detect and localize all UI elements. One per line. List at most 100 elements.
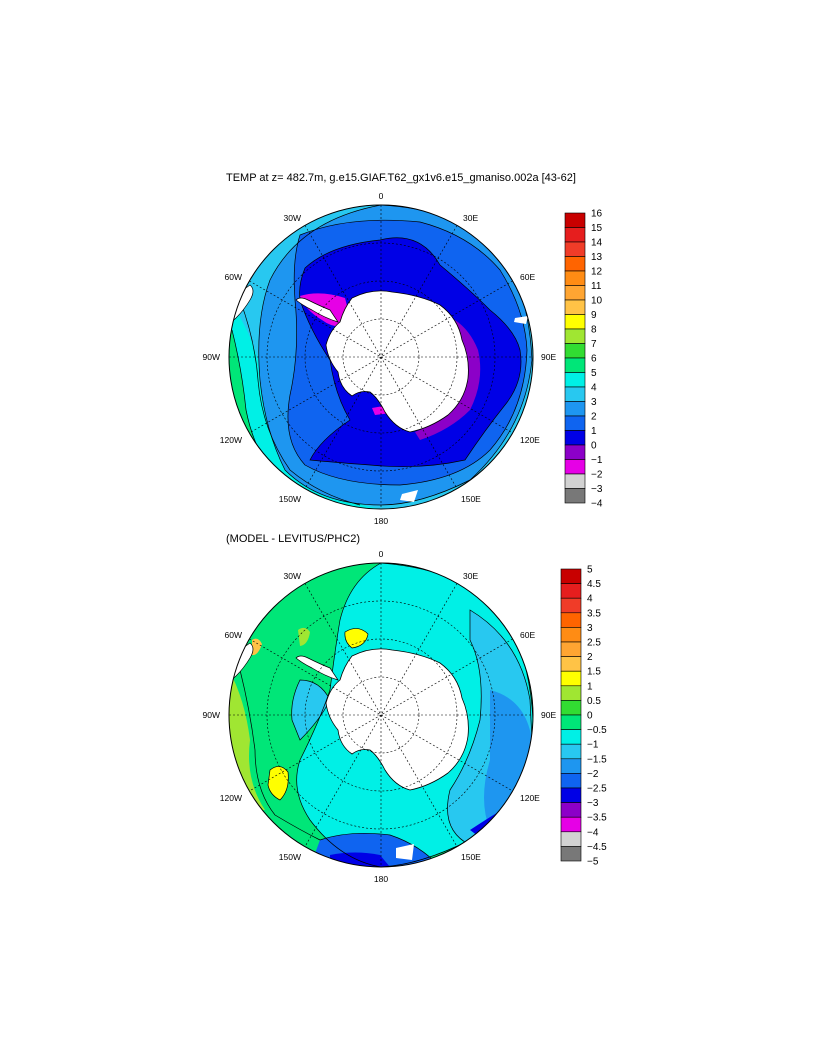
panel1-colorbar-label: 10	[591, 296, 603, 307]
diff-band-1p5	[268, 766, 289, 800]
panel1-colorbar-box	[564, 256, 586, 272]
panel1-lon-label-0: 0	[379, 191, 384, 201]
panel2-lon-label-180: 180	[374, 874, 388, 884]
island-s	[400, 490, 418, 502]
panel2-colorbar-label: −0.5	[587, 725, 607, 736]
panel1-colorbar-label: 5	[591, 368, 597, 379]
panel2-title: (MODEL - LEVITUS/PHC2)	[226, 533, 361, 545]
panel2-colorbar-box	[560, 714, 582, 730]
panel2-colorbar-label: −2.5	[587, 784, 607, 795]
panel2-colorbar-box	[560, 831, 582, 847]
island-ne	[514, 316, 528, 324]
panel1-colorbar-label: 13	[591, 252, 603, 263]
panel1-colorbar-box	[564, 270, 586, 286]
panel2-colorbar-label: 1.5	[587, 667, 601, 678]
diff-band-neg1-west	[291, 680, 330, 740]
panel1-colorbar-box	[564, 328, 586, 344]
panel1-colorbar-box	[564, 285, 586, 301]
panel2-lon-label-120e: 120E	[520, 793, 540, 803]
panel1-colorbar-box	[564, 372, 586, 388]
panel1-graticule	[229, 205, 533, 509]
panel1-lon-label-180: 180	[374, 516, 388, 526]
panel2-map: 0 30E 60E 90E 120E 150E 180 150W 120W 90…	[203, 549, 608, 884]
panel1-colorbar-label: 16	[591, 209, 603, 220]
panel1-colorbar-box	[564, 343, 586, 359]
panel1-colorbar-box	[564, 444, 586, 460]
panel2-colorbar-box	[560, 612, 582, 628]
temp-band-5-pacific	[229, 300, 381, 509]
panel1-colorbar-label: 15	[591, 223, 603, 234]
panel1-map-border	[228, 204, 534, 510]
panel1-colorbar-box	[564, 430, 586, 446]
panel1-lon-label-30e: 30E	[463, 213, 478, 223]
diff-band-1-b	[298, 627, 310, 646]
panel2-colorbar-box	[560, 700, 582, 716]
diff-band-1p5-b	[344, 628, 368, 648]
panel2-colorbar-label: 2	[587, 652, 593, 663]
panel1-colorbar-box	[564, 488, 586, 504]
panel2-colorbar-label: 1	[587, 681, 593, 692]
panel1-lon-label-90w: 90W	[203, 352, 220, 362]
panel2-lon-label-60w: 60W	[225, 630, 242, 640]
panel2-colorbar-label: −5	[587, 857, 599, 868]
panel2-lon-label-60e: 60E	[520, 630, 535, 640]
panel2-colorbar-label: 2.5	[587, 638, 601, 649]
panel1-colorbar-label: 11	[591, 281, 602, 292]
panel2-colorbar-label: −3	[587, 798, 599, 809]
panel2-lon-label-30e: 30E	[463, 571, 478, 581]
panel2-colorbar-label: −2	[587, 769, 599, 780]
panel2-colorbar-label: 4	[587, 594, 593, 605]
panel1-lon-label-150w: 150W	[279, 494, 301, 504]
panel1-colorbar-label: 7	[591, 339, 597, 350]
panel1-colorbar-box	[564, 459, 586, 475]
panel1-colorbar-label: 14	[591, 238, 603, 249]
panel2-colorbar-box	[560, 568, 582, 584]
panel1-lon-label-60w: 60W	[225, 272, 242, 282]
panel1-colorbar-box	[564, 227, 586, 243]
panel2-colorbar-label: −1	[587, 740, 599, 751]
panel2-colorbar-box	[560, 656, 582, 672]
panel2-lon-label-150w: 150W	[279, 852, 301, 862]
panel2-colorbar-box	[560, 743, 582, 760]
panel2-colorbar-box	[560, 787, 582, 803]
panel1-colorbar-label: 1	[591, 426, 597, 437]
panel1-colorbar-label: 12	[591, 267, 603, 278]
panel1-colorbar-label: 6	[591, 354, 597, 365]
panel2-colorbar: 5 4.5 4 3.5 3 2.5 2 1.5 1 0.5 0 −0.5 −1 −1.5 −2 −2.5 −3 −…	[560, 565, 607, 868]
panel1-colorbar-label: −3	[591, 484, 603, 495]
panel2-colorbar-box	[560, 729, 582, 745]
panel1-colorbar-box	[564, 357, 586, 373]
diff-band-2-coast	[252, 638, 262, 656]
panel2-map-border	[228, 562, 534, 868]
panel1-colorbar-box	[564, 401, 586, 417]
panel2-colorbar-box	[560, 802, 582, 818]
panel1-colorbar-box	[564, 386, 586, 402]
panel1-colorbar-label: 4	[591, 383, 597, 394]
panel2-lon-label-30w: 30W	[284, 571, 301, 581]
panel1-lon-label-30w: 30W	[284, 213, 301, 223]
island-s-2	[396, 844, 414, 860]
panel2-colorbar-box	[560, 816, 582, 833]
panel1-colorbar-label: 2	[591, 412, 597, 423]
panel1-colorbar-label: −1	[591, 455, 603, 466]
panel2-colorbar-label: 0.5	[587, 696, 601, 707]
panel2-colorbar-label: −4	[587, 827, 599, 838]
panel1-colorbar-box	[564, 415, 586, 431]
panel2-colorbar-label: −1.5	[587, 754, 607, 765]
panel2-graticule	[229, 563, 533, 867]
panel2-colorbar-box	[560, 597, 582, 614]
panel2-colorbar-label: 3.5	[587, 608, 601, 619]
panel2-lon-label-0: 0	[379, 549, 384, 559]
panel1-colorbar-box	[564, 473, 586, 489]
panel1-colorbar-label: 3	[591, 397, 597, 408]
panel2-colorbar-label: 4.5	[587, 579, 601, 590]
panel2-lon-label-150e: 150E	[461, 852, 481, 862]
panel1-map: 0 30E 60E 90E 120E 150E 180 150W 120W 90…	[203, 191, 603, 526]
panel2-colorbar-label: 3	[587, 623, 593, 634]
panel1-title: TEMP at z= 482.7m, g.e15.GIAF.T62_gx1v6.…	[226, 172, 576, 184]
panel2-lon-label-90e: 90E	[541, 710, 556, 720]
panel1-lon-label-120e: 120E	[520, 435, 540, 445]
panel1-lon-label-60e: 60E	[520, 272, 535, 282]
panel2-colorbar-box	[560, 627, 582, 643]
